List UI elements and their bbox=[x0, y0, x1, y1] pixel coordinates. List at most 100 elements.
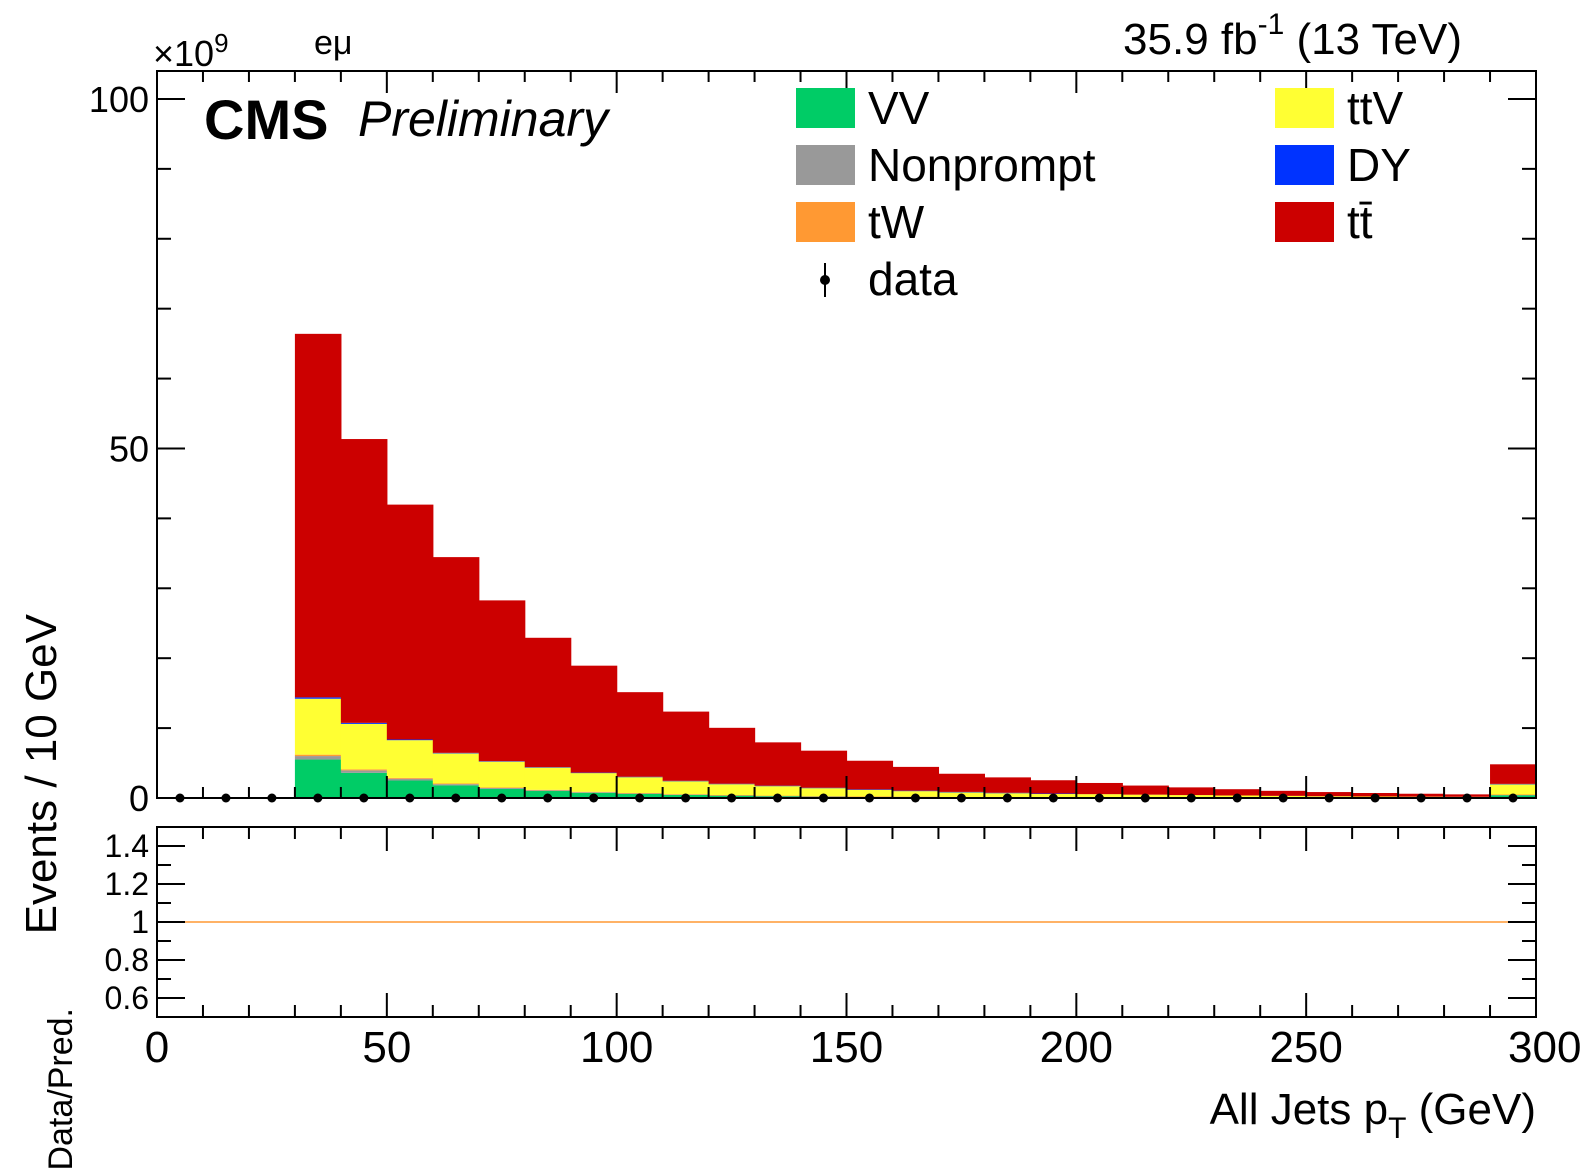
bar-nonprompt bbox=[432, 784, 480, 786]
bar-tt- bbox=[1214, 789, 1261, 796]
bar-dy bbox=[754, 785, 802, 787]
bar-dy bbox=[1490, 783, 1537, 785]
bar-tt- bbox=[432, 557, 480, 753]
bar-dy bbox=[294, 697, 342, 699]
ratio-y-tick-labels: 0.60.811.21.4 bbox=[105, 828, 149, 1016]
bar-dy bbox=[662, 780, 710, 782]
x-axis-title: All Jets pT (GeV) bbox=[1210, 1085, 1536, 1145]
bar-tt- bbox=[662, 711, 710, 781]
legend-marker-data bbox=[820, 275, 830, 285]
bar-dy bbox=[524, 767, 572, 768]
x-tick-label: 250 bbox=[1269, 1023, 1342, 1072]
bar-ttv bbox=[754, 785, 802, 796]
bar-ttv bbox=[386, 740, 434, 778]
legend-label-data: data bbox=[868, 253, 958, 305]
bar-tw bbox=[432, 783, 480, 785]
x-axis-subscript: T bbox=[1388, 1112, 1406, 1145]
bar-tt- bbox=[1168, 787, 1215, 796]
bar-dy bbox=[892, 790, 940, 792]
bar-ttv bbox=[570, 772, 618, 792]
bar-tw bbox=[294, 754, 342, 757]
legend-swatch-vv bbox=[796, 88, 855, 128]
bar-vv bbox=[478, 788, 526, 798]
bar-dy bbox=[800, 787, 848, 789]
bar-tt- bbox=[1076, 782, 1123, 795]
bar-ttv bbox=[524, 767, 572, 790]
bar-dy bbox=[984, 792, 1031, 794]
bar-ttv bbox=[662, 780, 710, 795]
bar-nonprompt bbox=[570, 792, 618, 793]
legend-label-dy: DY bbox=[1347, 139, 1411, 191]
bar-tt- bbox=[800, 750, 848, 788]
main-plot-bars bbox=[294, 333, 1537, 799]
bar-vv bbox=[432, 785, 480, 798]
bar-dy bbox=[938, 791, 985, 793]
bar-tt- bbox=[616, 692, 664, 777]
x-tick-label: 300 bbox=[1508, 1023, 1581, 1072]
bar-tt- bbox=[1260, 790, 1307, 796]
bar-tt- bbox=[524, 637, 572, 768]
y-multiplier-power: 9 bbox=[214, 28, 228, 58]
bar-tt- bbox=[938, 773, 985, 792]
bar-dy bbox=[386, 739, 434, 741]
bar-ttv bbox=[478, 761, 526, 788]
bar-ttv bbox=[432, 753, 480, 784]
bar-tt- bbox=[846, 760, 894, 790]
lumi-exponent: -1 bbox=[1258, 8, 1285, 41]
bar-ttv bbox=[800, 787, 848, 797]
bar-dy bbox=[846, 789, 894, 790]
ratio-y-tick-label: 0.8 bbox=[105, 942, 149, 978]
y-tick-label: 50 bbox=[109, 428, 149, 469]
bar-dy bbox=[570, 772, 618, 774]
bar-ttv bbox=[846, 789, 894, 797]
bar-dy bbox=[478, 761, 526, 762]
bar-tt- bbox=[386, 504, 434, 740]
bar-tt- bbox=[1490, 764, 1537, 784]
lumi-label: 35.9 fb-1 (13 TeV) bbox=[1123, 8, 1462, 64]
bar-nonprompt bbox=[386, 778, 434, 781]
bar-tt- bbox=[570, 665, 618, 773]
bar-tw bbox=[616, 793, 664, 794]
bar-tt- bbox=[754, 742, 802, 786]
legend-label-ttv: ttV bbox=[1347, 82, 1404, 134]
bar-ttv bbox=[294, 698, 342, 755]
bar-tw bbox=[386, 777, 434, 779]
bar-ttv bbox=[708, 783, 756, 796]
bar-vv bbox=[386, 780, 434, 798]
bar-nonprompt bbox=[294, 756, 342, 760]
y-tick-label: 0 bbox=[129, 778, 149, 819]
bar-vv bbox=[294, 759, 342, 798]
ratio-plot-ticks bbox=[156, 826, 1537, 1018]
bar-tt- bbox=[708, 727, 756, 784]
y-multiplier-label: ×109 bbox=[153, 28, 229, 74]
x-tick-label: 50 bbox=[362, 1023, 411, 1072]
legend-label-tt-: tt̄ bbox=[1347, 196, 1373, 248]
x-tick-label: 200 bbox=[1040, 1023, 1113, 1072]
bar-tt- bbox=[1030, 780, 1077, 794]
legend-swatch-nonprompt bbox=[796, 145, 855, 185]
y-tick-label: 100 bbox=[89, 79, 149, 120]
bar-tt- bbox=[478, 600, 526, 762]
main-y-axis-title: Events / 10 GeV bbox=[17, 613, 66, 934]
bar-dy bbox=[340, 722, 388, 724]
ratio-y-tick-label: 0.6 bbox=[105, 980, 149, 1016]
legend-label-tw: tW bbox=[868, 196, 925, 248]
bar-tt- bbox=[984, 777, 1031, 793]
main-plot-ticks bbox=[156, 71, 1537, 799]
bar-tt- bbox=[294, 333, 342, 698]
x-tick-labels: 0 50 100 150 200 250 300 bbox=[145, 1023, 1582, 1072]
legend-label-vv: VV bbox=[868, 82, 930, 134]
bar-dy bbox=[432, 752, 480, 754]
bar-dy bbox=[708, 783, 756, 785]
x-tick-label: 150 bbox=[810, 1023, 883, 1072]
bar-nonprompt bbox=[340, 770, 388, 773]
bar-tt- bbox=[340, 439, 388, 723]
x-tick-label: 0 bbox=[145, 1023, 169, 1072]
bar-tt- bbox=[1122, 785, 1169, 795]
bar-tw bbox=[478, 787, 526, 789]
ratio-y-tick-label: 1.4 bbox=[105, 828, 149, 864]
legend-swatch-ttv bbox=[1275, 88, 1334, 128]
preliminary-label: Preliminary bbox=[358, 91, 611, 147]
bar-tt- bbox=[892, 766, 940, 791]
